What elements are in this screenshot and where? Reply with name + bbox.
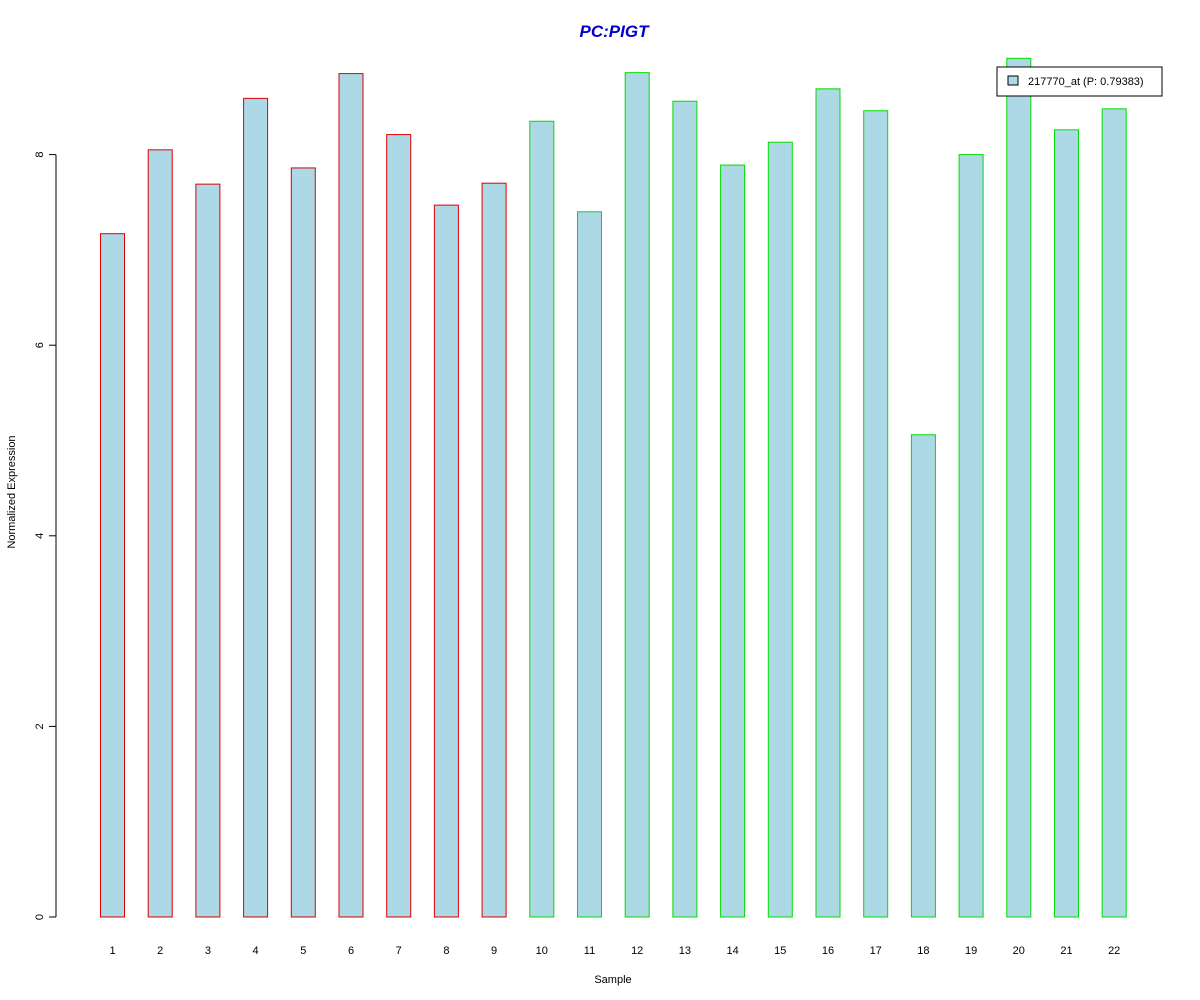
x-tick-label: 8 xyxy=(443,945,449,957)
bars-group xyxy=(100,57,1127,918)
y-tick-label: 6 xyxy=(34,342,46,348)
x-tick-label: 7 xyxy=(396,945,402,957)
bar-sample-9 xyxy=(481,182,507,918)
y-tick-label: 0 xyxy=(34,914,46,920)
bar-sample-21 xyxy=(1054,129,1079,918)
x-tick-label: 13 xyxy=(679,945,691,957)
x-tick-label: 12 xyxy=(631,945,643,957)
bar-sample-14 xyxy=(720,164,746,918)
bar-sample-19 xyxy=(958,154,984,918)
x-tick-label: 17 xyxy=(870,945,882,957)
bar-sample-4 xyxy=(243,97,269,918)
chart-title: PC:PIGT xyxy=(580,22,651,41)
bar-sample-18 xyxy=(910,434,936,918)
legend-box xyxy=(996,66,1163,97)
x-tick-label: 22 xyxy=(1108,945,1120,957)
x-tick-label: 20 xyxy=(1013,945,1025,957)
bar-sample-17 xyxy=(863,110,889,918)
x-tick-label: 10 xyxy=(536,945,548,957)
x-tick-label: 18 xyxy=(917,945,929,957)
bar-sample-13 xyxy=(672,100,698,918)
legend-label: 217770_at (P: 0.79383) xyxy=(1028,76,1144,88)
x-tick-label: 19 xyxy=(965,945,977,957)
legend: 217770_at (P: 0.79383) xyxy=(996,66,1163,97)
y-tick-label: 8 xyxy=(34,152,46,158)
x-tick-label: 21 xyxy=(1060,945,1072,957)
bar-sample-16 xyxy=(815,88,841,918)
legend-swatch xyxy=(1007,75,1019,86)
bar-sample-8 xyxy=(433,204,459,918)
bar-sample-12 xyxy=(624,72,650,918)
bar-sample-10 xyxy=(529,120,555,918)
x-tick-label: 15 xyxy=(774,945,786,957)
bar-sample-5 xyxy=(290,167,316,918)
x-tick-label: 2 xyxy=(157,945,163,957)
x-tick-label: 11 xyxy=(584,945,595,957)
x-tick-label: 14 xyxy=(726,945,738,957)
x-tick-label: 4 xyxy=(253,945,259,957)
x-tick-label: 3 xyxy=(205,945,211,957)
bar-sample-22 xyxy=(1101,108,1127,918)
y-tick-label: 4 xyxy=(34,533,46,539)
bar-sample-7 xyxy=(386,134,412,918)
x-tick-label: 16 xyxy=(822,945,834,957)
x-tick-label: 9 xyxy=(491,945,497,957)
x-tick-label: 5 xyxy=(300,945,306,957)
x-tick-labels: 1 2 3 4 5 6 7 8 9 10 11 12 13 14 15 16 17 18 19 20 21 22 xyxy=(109,945,1120,957)
bar-sample-3 xyxy=(195,183,221,918)
bar-sample-6 xyxy=(338,73,364,918)
y-tick-label: 2 xyxy=(34,723,46,729)
y-axis: 0 2 4 6 8 xyxy=(34,152,57,920)
x-axis-label: Sample xyxy=(594,974,631,986)
x-tick-label: 6 xyxy=(348,945,354,957)
bar-sample-2 xyxy=(147,149,173,918)
bar-sample-15 xyxy=(767,141,793,918)
bar-sample-20 xyxy=(1006,57,1032,918)
bar-sample-1 xyxy=(100,233,125,918)
y-axis-label: Normalized Expression xyxy=(6,435,18,548)
x-tick-label: 1 xyxy=(109,945,115,957)
bar-sample-11 xyxy=(577,211,602,918)
